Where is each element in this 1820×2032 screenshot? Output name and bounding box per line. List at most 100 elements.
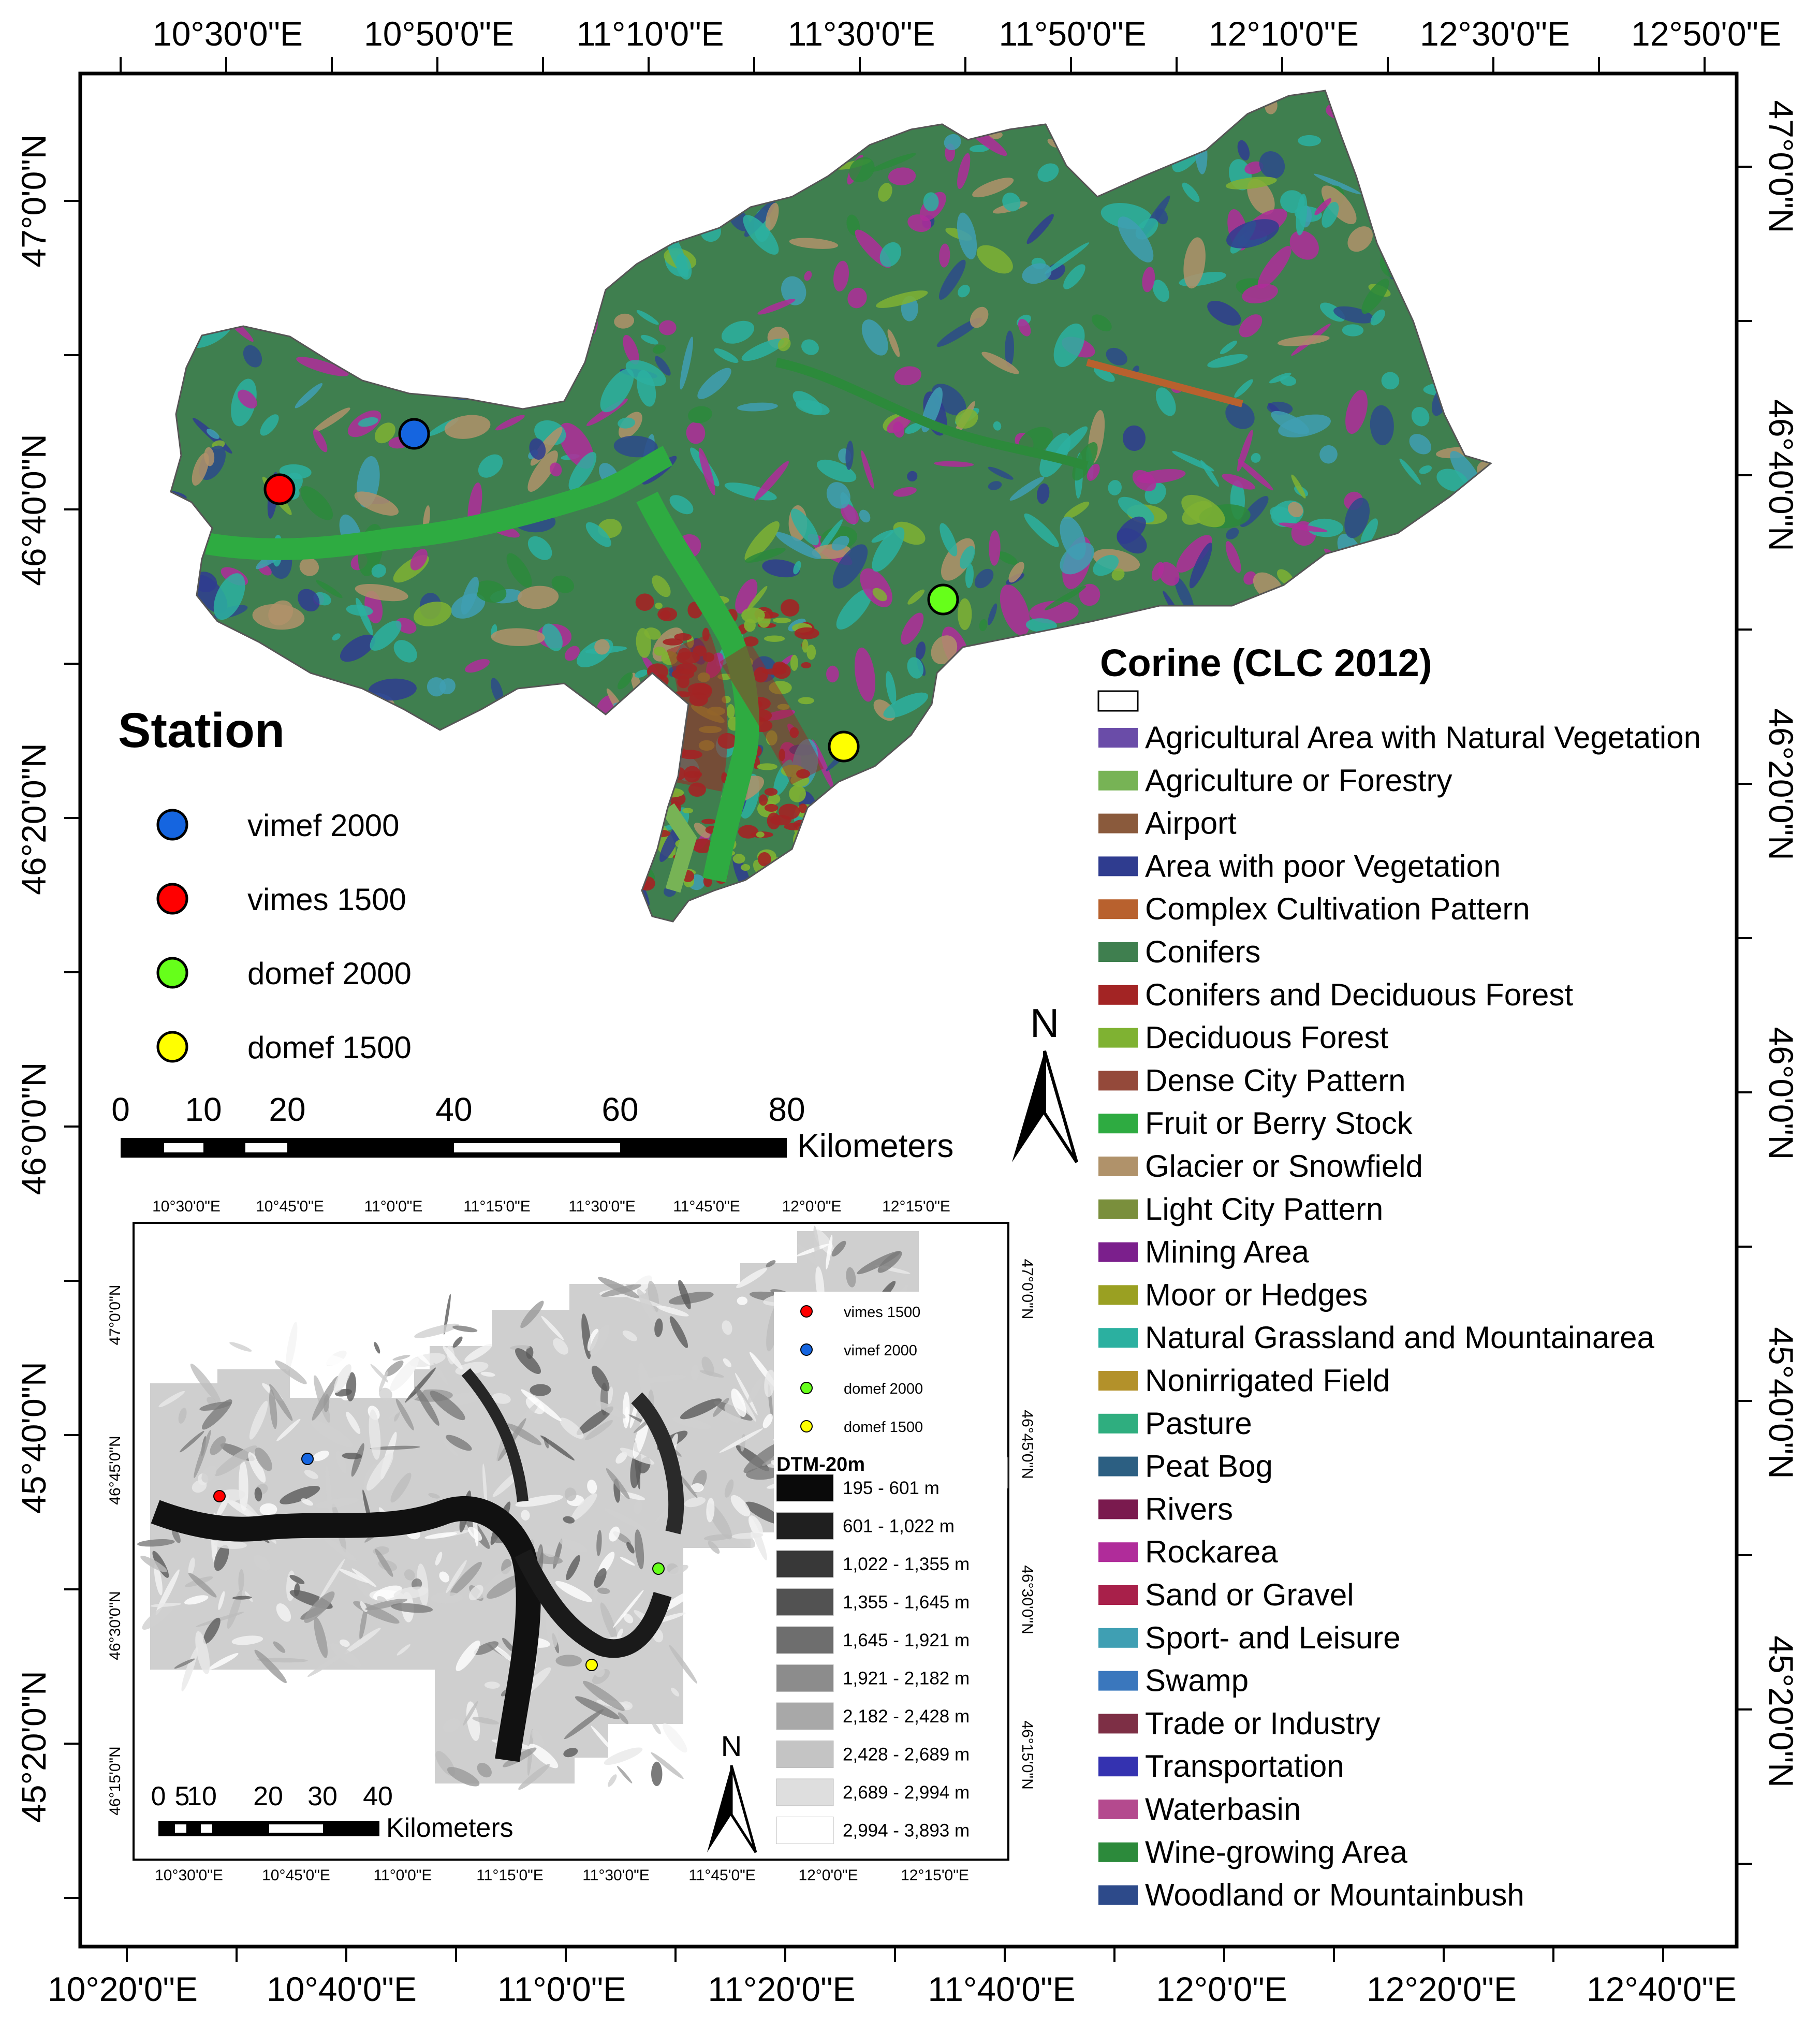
corine-legend-label: Swamp [1145,1663,1249,1698]
station-marker-vimef-2000[interactable] [398,418,430,450]
inset-marker-vimes-1500[interactable] [213,1490,226,1502]
scale-tick-label: 40 [435,1091,472,1128]
left-lat-label: 45°40'0"N [14,1362,53,1514]
inset-top-lon-label: 11°15'0"E [463,1198,531,1215]
left-lat-label: 47°0'0"N [14,135,53,268]
top-lon-label: 10°50'0"E [364,14,514,53]
station-legend-label: domef 2000 [247,956,412,991]
inset-left-lat-label: 46°30'0"N [107,1591,124,1660]
corine-legend-swatch [1098,1800,1138,1819]
dtm-legend-label: 2,182 - 2,428 m [843,1706,970,1727]
dtm-legend-label: 2,428 - 2,689 m [843,1745,970,1765]
bottom-lon-label: 10°20'0"E [48,1970,198,2008]
inset-marker-vimef-2000[interactable] [301,1453,314,1465]
corine-legend-label: Waterbasin [1145,1792,1301,1826]
corine-legend-label: Conifers and Deciduous Forest [1145,977,1573,1012]
corine-legend-label: Rivers [1145,1492,1233,1526]
corine-legend-swatch [1098,1885,1138,1905]
top-lon-label: 12°50'0"E [1631,14,1781,53]
dtm-legend-label: 601 - 1,022 m [843,1516,955,1537]
left-latitude-labels: 47°0'0"N 46°40'0"N 46°20'0"N 46°0'0"N 45°40'… [14,135,53,1823]
inset-bottom-lon-label: 12°15'0"E [901,1867,969,1884]
right-lat-label: 46°0'0"N [1762,1027,1800,1160]
station-legend: Station vimef 2000 vimes 1500 domef 2000 do… [118,703,412,1065]
dtm-legend-swatch [776,1741,834,1768]
corine-legend-title: Corine (CLC 2012) [1100,641,1432,684]
map-frame [78,71,1739,1949]
inset-marker-domef-1500[interactable] [585,1659,598,1671]
inset-right-lat-label: 46°45'0"N [1019,1410,1036,1479]
corine-legend-label: Complex Cultivation Pattern [1145,891,1530,926]
station-legend-swatch [156,1031,188,1063]
corine-legend-label: Trade or Industry [1145,1706,1381,1741]
inset-top-lon-label: 11°45'0"E [673,1198,740,1215]
dtm-legend-label: 1,645 - 1,921 m [843,1630,970,1650]
corine-legend-swatch [1098,1199,1138,1219]
station-marker-domef-1500[interactable] [828,730,860,763]
corine-legend-swatch [1098,728,1138,748]
dtm-legend-swatch [776,1512,834,1540]
corine-legend-swatch [1098,1413,1138,1434]
corine-legend-label: Mining Area [1145,1235,1309,1269]
bottom-lon-label: 12°20'0"E [1367,1970,1517,2008]
inset-top-lon-label: 11°30'0"E [568,1198,636,1215]
inset-scale-tick-label: 40 [363,1781,393,1811]
corine-legend-swatch [1098,1757,1138,1777]
bottom-lon-label: 12°40'0"E [1587,1970,1737,2008]
bottom-lon-label: 11°20'0"E [708,1970,855,2008]
scale-unit-label: Kilometers [797,1127,953,1164]
station-legend-swatch [156,809,188,841]
inset-bottom-lon-label: 11°30'0"E [582,1867,650,1884]
bottom-lon-label: 11°40'0"E [928,1970,1075,2008]
inset-legend-swatch [800,1305,813,1318]
inset-scale-tick-label: 5 [175,1781,190,1811]
left-lat-label: 46°20'0"N [14,743,53,895]
north-arrow-icon [1012,1051,1045,1162]
dtm-legend-swatch [776,1817,834,1844]
corine-legend-swatch [1098,1671,1138,1691]
scale-tick-label: 0 [111,1091,130,1128]
corine-legend: Corine (CLC 2012) Agricultural Area with… [1097,641,1701,1912]
corine-legend-label: Moor or Hedges [1145,1277,1368,1312]
inset-marker-domef-2000[interactable] [652,1562,665,1575]
corine-legend-swatch [1098,856,1138,876]
corine-legend-label: Wine-growing Area [1145,1835,1408,1869]
top-lon-label: 12°30'0"E [1420,14,1570,53]
inset-scale-tick-label: 20 [253,1781,283,1811]
corine-legend-label: Woodland or Mountainbush [1145,1878,1524,1912]
corine-legend-label: Nonirrigated Field [1145,1363,1390,1398]
corine-legend-blank-swatch [1097,690,1139,712]
left-lat-label: 46°40'0"N [14,434,53,586]
corine-legend-label: Light City Pattern [1145,1192,1383,1226]
station-legend-label: vimef 2000 [247,808,400,843]
corine-legend-label: Peat Bog [1145,1449,1273,1484]
corine-legend-swatch [1098,942,1138,962]
inset-left-lat-label: 46°45'0"N [107,1436,124,1504]
inset-legend-label: domef 2000 [844,1381,923,1397]
scale-tick-label: 80 [768,1091,805,1128]
inset-right-lat-label: 46°30'0"N [1019,1565,1036,1634]
station-marker-vimes-1500[interactable] [263,473,296,505]
corine-legend-label: Sport- and Leisure [1145,1620,1401,1655]
inset-bottom-lon-label: 10°30'0"E [155,1867,223,1884]
inset-bottom-lon-label: 11°45'0"E [688,1867,756,1884]
inset-scale-tick-label: 10 [187,1781,217,1811]
inset-top-lon-label: 10°30'0"E [152,1198,221,1215]
corine-legend-swatch [1098,899,1138,919]
corine-legend-swatch [1098,1028,1138,1048]
station-legend-label: domef 1500 [247,1030,412,1065]
inset-dtm-title: DTM-20m [776,1454,865,1475]
dtm-legend-swatch [776,1702,834,1730]
right-lat-label: 47°0'0"N [1762,100,1800,233]
inset-bottom-lon-label: 10°45'0"E [262,1867,330,1884]
main-north-label: N [1030,1000,1059,1046]
dtm-legend-swatch [776,1626,834,1654]
corine-legend-label: Area with poor Vegetation [1145,849,1501,883]
dtm-legend-swatch [776,1664,834,1692]
station-legend-title: Station [118,703,285,758]
corine-legend-label: Glacier or Snowfield [1145,1149,1423,1183]
station-marker-domef-2000[interactable] [927,583,959,616]
right-lat-label: 45°20'0"N [1762,1635,1800,1788]
top-longitude-labels: 10°30'0"E 10°50'0"E 11°10'0"E 11°30'0"E 11°5… [153,14,1781,53]
dtm-legend-swatch [776,1474,834,1502]
